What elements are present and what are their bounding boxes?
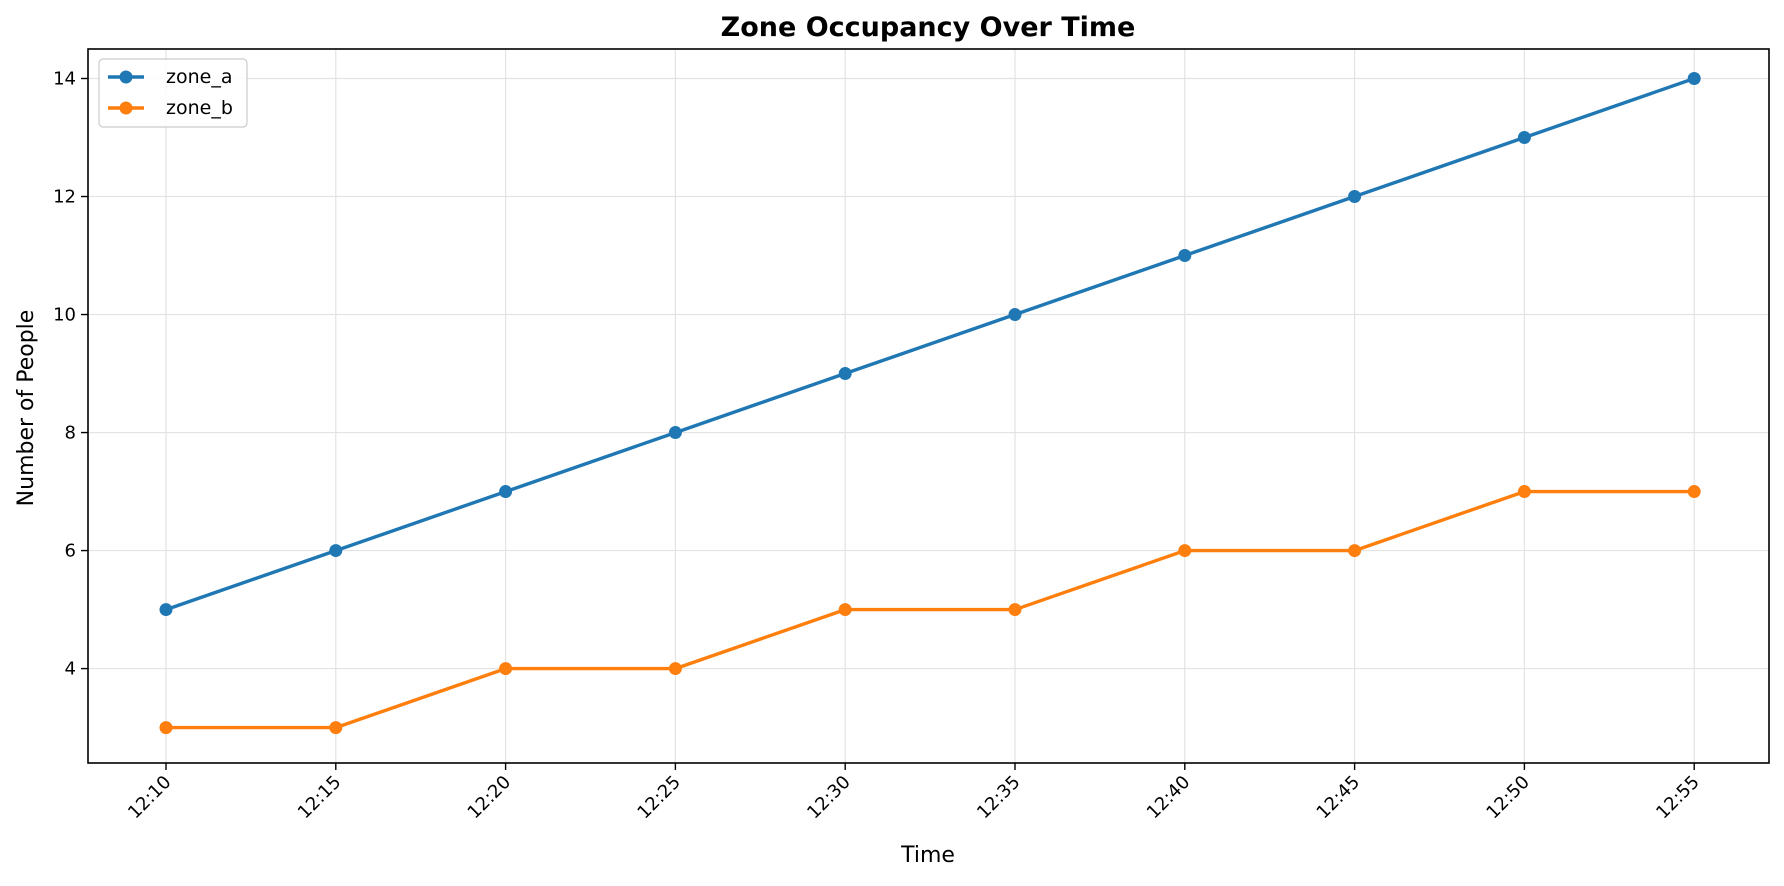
x-axis-label: Time	[900, 843, 955, 868]
data-point	[668, 426, 682, 440]
legend-swatch-marker	[119, 70, 133, 84]
grid-lines	[88, 49, 1769, 763]
plot-frame	[87, 48, 1770, 764]
y-tick-label: 4	[65, 659, 76, 680]
series-zone_b	[159, 485, 1701, 735]
axes	[87, 48, 1770, 764]
data-point	[1517, 131, 1531, 145]
legend: zone_a zone_b	[98, 58, 248, 128]
data-point	[499, 485, 513, 499]
data-point	[1178, 544, 1192, 558]
data-point	[159, 721, 173, 735]
chart-title: Zone Occupancy Over Time	[721, 12, 1136, 43]
legend-swatch-marker	[119, 101, 133, 115]
data-point	[329, 721, 343, 735]
data-series	[159, 72, 1701, 735]
data-point	[329, 544, 343, 558]
data-point	[159, 603, 173, 617]
y-tick-label: 10	[53, 305, 76, 326]
data-point	[838, 603, 852, 617]
y-tick-label: 12	[53, 187, 76, 208]
legend-label: zone_a	[166, 66, 232, 88]
legend-item-zone_b: zone_b	[108, 97, 233, 119]
y-tick-label: 8	[65, 423, 76, 444]
data-point	[1008, 603, 1022, 617]
data-point	[1687, 485, 1701, 499]
series-line	[166, 489, 1695, 730]
data-point	[499, 662, 513, 676]
y-axis-label: Number of People	[14, 310, 39, 507]
data-point	[838, 367, 852, 381]
series-line	[165, 76, 1695, 612]
data-point	[1687, 72, 1701, 86]
data-point	[1517, 485, 1531, 499]
data-point	[668, 662, 682, 676]
series-zone_a	[159, 72, 1701, 617]
data-point	[1348, 190, 1362, 204]
data-point	[1178, 249, 1192, 263]
data-point	[1008, 308, 1022, 322]
y-tick-label: 6	[65, 541, 76, 562]
legend-item-zone_a: zone_a	[108, 66, 232, 88]
legend-label: zone_b	[166, 97, 233, 119]
y-tick-label: 14	[53, 69, 76, 90]
data-point	[1348, 544, 1362, 558]
